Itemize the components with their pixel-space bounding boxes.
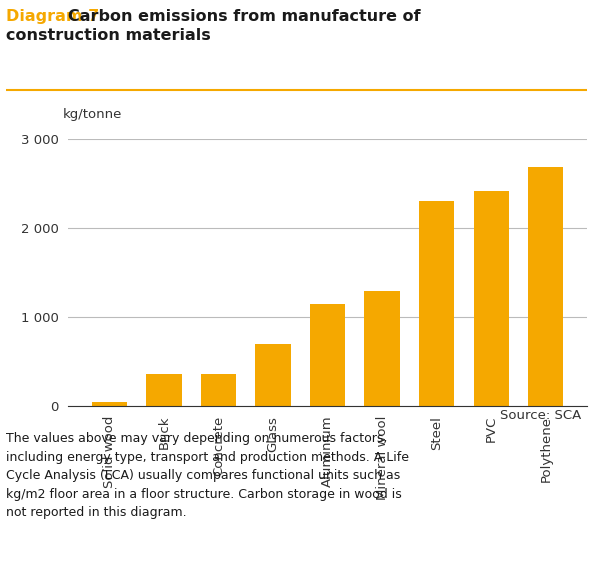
Bar bbox=[310, 304, 345, 406]
Bar bbox=[365, 291, 400, 406]
Bar bbox=[201, 374, 236, 406]
Text: The values above may vary depending on numerous factors,
including energy type, : The values above may vary depending on n… bbox=[6, 432, 409, 519]
Bar bbox=[419, 201, 454, 406]
Bar bbox=[256, 344, 291, 406]
Text: Carbon emissions from manufacture of: Carbon emissions from manufacture of bbox=[68, 9, 421, 24]
Text: Diagram 7: Diagram 7 bbox=[6, 9, 99, 24]
Text: Source: SCA: Source: SCA bbox=[500, 409, 581, 422]
Text: kg/tonne: kg/tonne bbox=[63, 107, 122, 121]
Bar bbox=[528, 167, 563, 406]
Bar bbox=[473, 191, 509, 406]
Bar bbox=[92, 401, 127, 406]
Text: construction materials: construction materials bbox=[6, 28, 211, 44]
Bar bbox=[146, 374, 182, 406]
